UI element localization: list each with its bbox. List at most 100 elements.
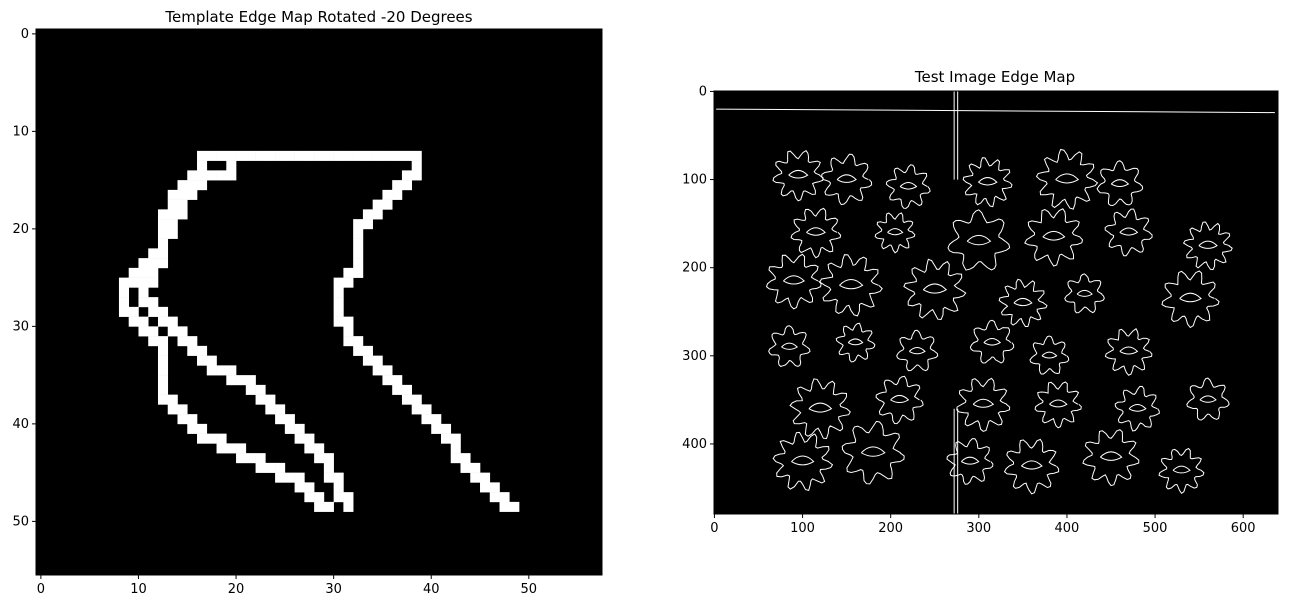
edge-pixel: [236, 150, 247, 161]
edge-contour: [947, 209, 1011, 271]
edge-contour: [1114, 385, 1160, 432]
y-tick-label: 300: [682, 349, 707, 364]
edge-pixel: [343, 326, 354, 337]
edge-contour: [998, 278, 1048, 327]
edge-pixel: [177, 336, 188, 347]
edge-pixel: [197, 180, 208, 191]
edge-pixel: [206, 170, 217, 181]
edge-pixel: [177, 180, 188, 191]
edge-pixel: [284, 414, 295, 425]
edge-contour-inner: [966, 234, 992, 246]
edge-pixel: [450, 433, 461, 444]
edge-pixel: [323, 472, 334, 483]
y-tick-label: 20: [12, 222, 29, 237]
edge-contour-inner: [1076, 289, 1093, 297]
edge-pixel: [314, 501, 325, 512]
edge-pixel: [197, 433, 208, 444]
edge-pixel: [333, 472, 344, 483]
y-tick-label: 0: [21, 27, 29, 42]
edge-contour: [768, 325, 811, 367]
edge-contour: [896, 329, 939, 372]
y-tick-label: 200: [682, 261, 707, 276]
edge-pixel: [255, 462, 266, 473]
edge-pixel: [362, 345, 373, 356]
edge-pixel: [431, 423, 442, 434]
edge-contour-inner: [788, 169, 809, 179]
edge-pixel: [411, 170, 422, 181]
edge-pixel: [226, 375, 237, 386]
edge-pixel: [157, 248, 169, 259]
edge-contour-inner: [836, 174, 857, 183]
edge-pixel: [362, 209, 373, 220]
left-image-area: [36, 29, 602, 575]
edge-pixel: [401, 180, 413, 191]
edge-pixel: [138, 277, 149, 288]
edge-pixel: [333, 297, 344, 308]
edge-pixel: [187, 180, 198, 191]
edge-pixel: [440, 433, 452, 444]
y-tick-label: 100: [682, 173, 707, 188]
edge-pixel: [128, 267, 139, 278]
left-edge-pixels: [118, 150, 520, 512]
edge-pixel: [294, 482, 305, 493]
edge-contour-inner: [781, 342, 799, 350]
edge-pixel: [157, 258, 169, 269]
right-image-area: [714, 91, 1278, 514]
edge-pixel: [294, 472, 305, 483]
edge-contour-inner: [1055, 173, 1080, 184]
edge-contour: [1029, 335, 1070, 375]
edge-pixel: [411, 404, 422, 415]
edge-contour-inner: [1172, 465, 1191, 474]
edge-pixel: [284, 423, 295, 434]
x-tick-label: 0: [710, 521, 718, 536]
edge-pixel: [148, 326, 159, 337]
edge-pixel: [401, 170, 413, 181]
edge-contour: [962, 157, 1013, 208]
edge-contour: [1182, 221, 1233, 271]
edge-pixel: [216, 170, 227, 181]
edge-contour-inner: [1119, 227, 1139, 236]
right-panel-title: Test Image Edge Map: [914, 68, 1075, 86]
edge-contour-inner: [960, 456, 980, 465]
edge-pixel: [333, 287, 344, 298]
x-tick-label: 0: [37, 582, 45, 597]
edge-pixel: [167, 316, 178, 327]
edge-pixel: [372, 365, 383, 376]
edge-pixel: [323, 462, 334, 473]
edge-pixel: [343, 316, 354, 327]
edge-contour-inner: [1100, 451, 1123, 461]
edge-pixel: [157, 336, 169, 347]
edge-pixel: [304, 433, 315, 444]
edge-pixel: [509, 501, 520, 512]
edge-pixel: [167, 189, 178, 200]
edge-pixel: [167, 228, 178, 239]
x-tick-label: 20: [228, 582, 245, 597]
left-axis-ticks: 0 10 20 30 40 50 0 10 20 30 40 50: [12, 27, 537, 597]
edge-pixel: [304, 492, 315, 503]
edge-contour: [1035, 148, 1099, 210]
edge-pixel: [216, 443, 227, 454]
edge-pixel: [226, 170, 237, 181]
edge-pixel: [216, 433, 227, 444]
edge-contour: [1186, 377, 1230, 421]
edge-pixel: [167, 404, 178, 415]
edge-pixel: [333, 492, 344, 503]
edge-pixel: [206, 433, 217, 444]
edge-contour: [765, 253, 822, 310]
edge-pixel: [411, 394, 422, 405]
edge-pixel: [470, 462, 481, 473]
edge-pixel: [197, 355, 208, 366]
edge-contour: [1003, 438, 1060, 495]
edge-contour-inner: [1198, 240, 1218, 249]
edge-pixel: [255, 384, 266, 395]
y-tick-label: 10: [12, 124, 29, 139]
edge-pixel: [353, 267, 364, 278]
x-tick-label: 40: [423, 582, 440, 597]
edge-pixel: [177, 209, 188, 220]
edge-contour-inner: [847, 338, 864, 346]
edge-pixel: [392, 150, 403, 161]
edge-pixel: [245, 150, 256, 161]
edge-pixel: [197, 345, 208, 356]
edge-pixel: [314, 443, 325, 454]
edge-pixel: [353, 150, 364, 161]
